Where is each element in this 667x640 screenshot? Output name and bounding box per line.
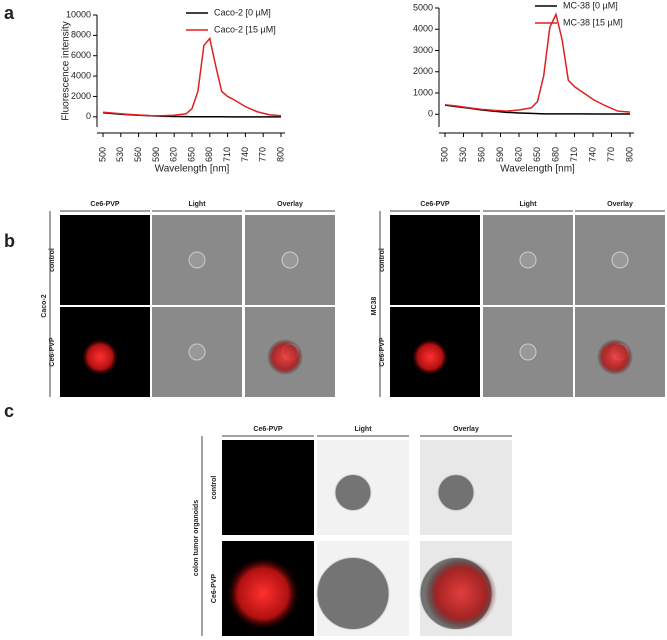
legend-label: Caco-2 [15 µM] — [214, 24, 276, 34]
fluorescence — [412, 339, 448, 375]
cell — [611, 251, 629, 269]
x-tick-label: 650 — [186, 147, 196, 162]
column-header: Light — [354, 426, 372, 433]
cell — [188, 343, 206, 361]
cell — [519, 251, 537, 269]
x-tick-label: 680 — [204, 147, 214, 162]
x-tick-label: 800 — [624, 147, 634, 162]
x-tick-label: 650 — [532, 147, 542, 162]
y-tick-label: 2000 — [413, 66, 433, 76]
y-tick-label: 5000 — [413, 2, 433, 12]
group-label: colon tumor organoids — [193, 500, 200, 576]
fluorescence — [227, 557, 299, 630]
x-tick-label: 530 — [458, 147, 468, 162]
cell — [334, 474, 372, 511]
column-header: Light — [519, 201, 537, 208]
x-tick-label: 770 — [606, 147, 616, 162]
y-tick-label: 2000 — [71, 91, 91, 101]
x-tick-label: 500 — [439, 147, 449, 162]
row-label: control — [379, 248, 386, 272]
y-tick-label: 3000 — [413, 45, 433, 55]
legend-label: MC-38 [0 µM] — [563, 0, 618, 10]
x-tick-label: 770 — [258, 147, 268, 162]
y-tick-label: 6000 — [71, 50, 91, 60]
fluorescence — [425, 557, 497, 630]
column-header: Ce6-PVP — [90, 201, 120, 208]
cell — [188, 251, 206, 269]
image-panel — [222, 440, 314, 535]
x-tick-label: 680 — [550, 147, 560, 162]
panel-label: a — [4, 3, 15, 23]
y-tick-label: 0 — [428, 109, 433, 119]
panel-label: c — [4, 401, 14, 421]
data-line — [444, 104, 630, 115]
y-tick-label: 4000 — [413, 24, 433, 34]
row-label: Ce6-PVP — [379, 337, 386, 367]
x-tick-label: 620 — [513, 147, 523, 162]
x-tick-label: 710 — [222, 147, 232, 162]
x-tick-label: 620 — [169, 147, 179, 162]
x-tick-label: 590 — [151, 147, 161, 162]
y-tick-label: 10000 — [66, 9, 91, 19]
x-axis-label: Wavelength [nm] — [155, 164, 230, 175]
column-header: Light — [188, 201, 206, 208]
row-label: Ce6-PVP — [211, 574, 218, 604]
x-tick-label: 530 — [115, 147, 125, 162]
x-tick-label: 740 — [587, 147, 597, 162]
y-axis-label: Fluorescence intensity — [61, 21, 72, 121]
column-header: Overlay — [453, 426, 479, 433]
fluorescence — [597, 339, 633, 375]
group-label: MC38 — [371, 297, 378, 316]
x-tick-label: 740 — [240, 147, 250, 162]
column-header: Overlay — [607, 201, 633, 208]
image-panel — [60, 215, 150, 305]
cell — [519, 343, 537, 361]
cell — [281, 251, 299, 269]
row-label: control — [211, 476, 218, 500]
image-panel — [390, 215, 480, 305]
x-tick-label: 710 — [569, 147, 579, 162]
row-label: Ce6-PVP — [49, 337, 56, 367]
data-line — [102, 36, 282, 117]
y-tick-label: 8000 — [71, 30, 91, 40]
fluorescence — [82, 339, 118, 375]
column-header: Overlay — [277, 201, 303, 208]
x-tick-label: 500 — [97, 147, 107, 162]
cell — [316, 557, 390, 630]
cell — [437, 474, 475, 511]
x-axis-label: Wavelength [nm] — [500, 164, 575, 175]
x-tick-label: 560 — [476, 147, 486, 162]
column-header: Ce6-PVP — [253, 426, 283, 433]
x-tick-label: 590 — [495, 147, 505, 162]
x-tick-label: 560 — [133, 147, 143, 162]
legend-label: MC-38 [15 µM] — [563, 17, 623, 27]
y-tick-label: 0 — [86, 111, 91, 121]
legend-label: Caco-2 [0 µM] — [214, 7, 271, 17]
y-tick-label: 4000 — [71, 70, 91, 80]
x-tick-label: 800 — [275, 147, 285, 162]
panel-label: b — [4, 231, 15, 251]
row-label: control — [49, 248, 56, 272]
fluorescence — [267, 339, 303, 375]
y-tick-label: 1000 — [413, 87, 433, 97]
column-header: Ce6-PVP — [420, 201, 450, 208]
group-label: Caco-2 — [41, 294, 48, 317]
data-line — [444, 12, 631, 113]
